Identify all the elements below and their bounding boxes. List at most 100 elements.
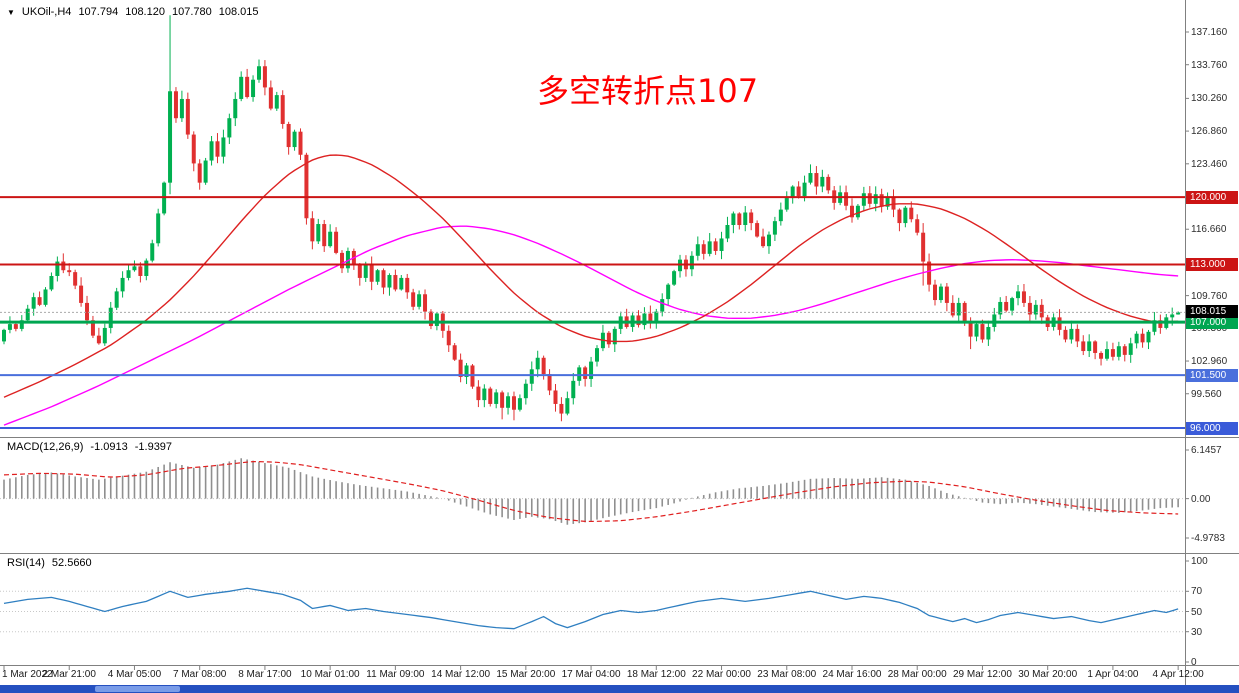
candle <box>304 154 309 219</box>
candle <box>707 241 712 254</box>
candle <box>885 197 890 207</box>
time-label: 11 Mar 09:00 <box>366 669 425 680</box>
candle <box>482 388 487 401</box>
candle <box>126 270 131 278</box>
candle <box>1033 304 1038 315</box>
time-label: 23 Mar 08:00 <box>757 669 817 680</box>
candle <box>1158 320 1163 328</box>
candle <box>915 219 920 233</box>
candle <box>203 160 208 183</box>
rsi-axis-label: 0 <box>1191 657 1197 668</box>
candle <box>660 299 665 312</box>
collapse-triangle-icon[interactable]: ▼ <box>7 7 15 17</box>
candle <box>1099 352 1104 359</box>
candle <box>589 361 594 379</box>
candle <box>672 271 677 285</box>
candle <box>814 173 819 187</box>
time-label: 2 Mar 21:00 <box>42 669 96 680</box>
candle <box>796 186 801 197</box>
candle <box>855 205 860 218</box>
candle <box>731 213 736 225</box>
candle <box>393 275 398 290</box>
candle <box>666 284 671 300</box>
candle <box>1069 328 1074 340</box>
candle <box>529 369 534 384</box>
rsi-indicator-label: RSI(14) 52.5660 <box>7 557 92 569</box>
taskbar-button[interactable] <box>95 686 180 692</box>
candle <box>387 275 392 288</box>
candle <box>802 182 807 197</box>
candle <box>606 332 611 345</box>
candle <box>458 359 463 378</box>
candle <box>1087 341 1092 352</box>
candle <box>761 236 766 247</box>
candle <box>292 131 297 148</box>
candle <box>85 302 90 321</box>
time-label: 22 Mar 00:00 <box>692 669 751 680</box>
candle <box>434 313 439 327</box>
candle <box>185 98 190 135</box>
candle <box>790 186 795 199</box>
candle <box>191 134 196 164</box>
candle <box>1021 291 1026 303</box>
candle <box>891 197 896 210</box>
candle <box>571 380 576 399</box>
candle <box>179 98 184 119</box>
candle <box>974 324 979 337</box>
candle <box>1116 346 1121 357</box>
candle <box>861 193 866 206</box>
candle <box>553 390 558 404</box>
candle <box>1140 333 1145 343</box>
candle <box>654 311 659 323</box>
macd-axis-label: 6.1457 <box>1191 445 1222 456</box>
candle <box>844 192 849 206</box>
candle <box>19 320 24 329</box>
level-price-tag-113.000[interactable]: 113.000 <box>1186 257 1238 271</box>
candle <box>446 330 451 346</box>
candle <box>517 398 522 410</box>
candle <box>239 76 244 99</box>
candle <box>245 76 250 98</box>
time-label: 4 Apr 12:00 <box>1152 669 1204 680</box>
candle <box>648 313 653 323</box>
candle <box>399 277 404 290</box>
candle <box>968 322 973 337</box>
candle <box>286 123 291 148</box>
candle <box>595 348 599 362</box>
candle <box>1075 328 1080 342</box>
rsi-name: RSI(14) <box>7 557 45 569</box>
candle <box>701 244 706 254</box>
chart-title: ▼ UKOil-,H4 107.794 108.120 107.780 108.… <box>7 6 259 18</box>
time-label: 17 Mar 04:00 <box>561 669 621 680</box>
time-label: 8 Mar 17:00 <box>238 669 292 680</box>
level-price-tag-120.000[interactable]: 120.000 <box>1186 190 1238 204</box>
candle <box>209 141 214 161</box>
price-label: 99.560 <box>1191 388 1222 400</box>
candle <box>120 277 125 292</box>
candle <box>784 198 789 210</box>
candle <box>1063 329 1068 340</box>
candle <box>79 285 84 303</box>
macd-signal-value: -1.9397 <box>134 441 173 453</box>
time-label: 24 Mar 16:00 <box>822 669 882 680</box>
bar-low-value: 107.780 <box>171 6 212 18</box>
candle <box>363 263 368 278</box>
candle <box>998 301 1003 315</box>
price-label: 130.260 <box>1191 93 1228 105</box>
candle <box>345 250 350 269</box>
candle <box>541 357 546 375</box>
macd-axis-label: 0.00 <box>1191 493 1211 505</box>
level-price-tag-96.000[interactable]: 96.000 <box>1186 421 1238 435</box>
level-price-tag-101.500[interactable]: 101.500 <box>1186 368 1238 382</box>
candle <box>772 221 777 235</box>
candle <box>405 277 410 293</box>
time-label: 14 Mar 12:00 <box>431 669 491 680</box>
candle <box>511 396 516 410</box>
candle <box>1004 301 1009 311</box>
time-label: 15 Mar 20:00 <box>496 669 556 680</box>
candle <box>956 302 961 316</box>
candle <box>1176 312 1181 315</box>
level-price-tag-107.000[interactable]: 107.000 <box>1186 315 1238 329</box>
